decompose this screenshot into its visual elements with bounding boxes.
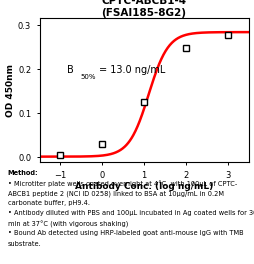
Text: • Antibody diluted with PBS and 100µL incubated in Ag coated wells for 30: • Antibody diluted with PBS and 100µL in… xyxy=(8,210,254,216)
Text: min at 37°C (with vigorous shaking): min at 37°C (with vigorous shaking) xyxy=(8,220,128,228)
Text: substrate.: substrate. xyxy=(8,241,41,247)
Text: 50%: 50% xyxy=(80,74,96,80)
Text: • Bound Ab detected using HRP-labeled goat anti-mouse IgG with TMB: • Bound Ab detected using HRP-labeled go… xyxy=(8,230,242,237)
Text: B: B xyxy=(67,65,73,75)
Text: ABCB1 peptide 2 (NCI ID 0258) linked to BSA at 10µg/mL in 0.2M: ABCB1 peptide 2 (NCI ID 0258) linked to … xyxy=(8,190,223,197)
Text: carbonate buffer, pH9.4.: carbonate buffer, pH9.4. xyxy=(8,200,89,206)
Title: CPTC-ABCB1-4
(FSAI185-8G2): CPTC-ABCB1-4 (FSAI185-8G2) xyxy=(101,0,186,18)
Text: Method:: Method: xyxy=(8,170,38,176)
Text: = 13.0 ng/mL: = 13.0 ng/mL xyxy=(99,65,165,75)
X-axis label: Antibody Conc. (log ng/mL): Antibody Conc. (log ng/mL) xyxy=(75,182,212,191)
Text: • Microtiter plate wells coated overnight at 4°C  with 100µL of CPTC-: • Microtiter plate wells coated overnigh… xyxy=(8,180,236,187)
Y-axis label: OD 450nm: OD 450nm xyxy=(6,64,15,117)
